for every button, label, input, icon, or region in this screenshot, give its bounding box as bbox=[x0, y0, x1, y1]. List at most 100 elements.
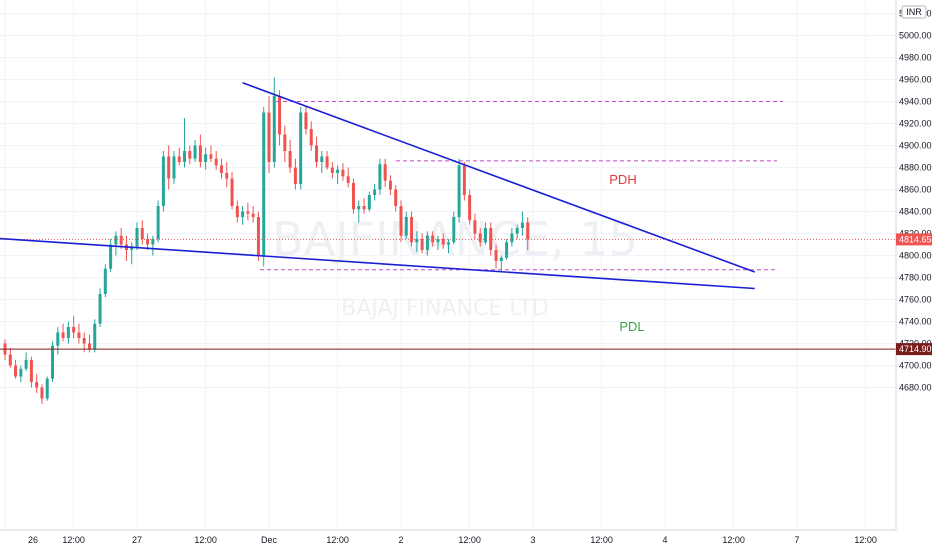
candle-body bbox=[489, 228, 493, 250]
candle-body bbox=[246, 211, 250, 214]
candle-body bbox=[404, 217, 408, 236]
candle-body bbox=[45, 378, 49, 399]
candle-body bbox=[526, 222, 530, 240]
candle-body bbox=[383, 164, 387, 181]
candle-body bbox=[388, 180, 392, 190]
y-tick-label: 4700.00 bbox=[899, 361, 932, 371]
price-axis[interactable]: 4680.004700.004720.004740.004760.004780.… bbox=[895, 0, 932, 550]
candle-body bbox=[399, 206, 403, 236]
candle-body bbox=[61, 332, 65, 338]
watermark-name: BAJAJ FINANCE LTD bbox=[341, 296, 549, 321]
candle-body bbox=[66, 327, 70, 338]
x-tick-label: 4 bbox=[662, 535, 667, 545]
candle-body bbox=[193, 145, 197, 159]
candle-body bbox=[146, 239, 150, 245]
y-tick-label: 4760.00 bbox=[899, 295, 932, 305]
candle-body bbox=[473, 220, 477, 234]
price-badge-label: 4814.65 bbox=[899, 234, 932, 244]
candle-body bbox=[494, 250, 498, 261]
lower-trendline[interactable] bbox=[0, 237, 755, 290]
candle-body bbox=[8, 354, 12, 366]
candle-body bbox=[235, 206, 239, 217]
candle-body bbox=[304, 112, 308, 129]
x-tick-label: Dec bbox=[261, 535, 278, 545]
drawings: PDH PDL bbox=[0, 82, 896, 350]
candle-body bbox=[156, 206, 160, 239]
candle-body bbox=[367, 195, 371, 210]
candle-body bbox=[415, 239, 419, 243]
x-tick-label: 12:00 bbox=[62, 535, 85, 545]
candle-body bbox=[373, 189, 377, 195]
pdl-label: PDL bbox=[619, 319, 644, 334]
x-tick-label: 27 bbox=[132, 535, 142, 545]
x-tick-label: 2 bbox=[398, 535, 403, 545]
candle-body bbox=[183, 151, 187, 162]
candle-body bbox=[119, 235, 123, 245]
candle-body bbox=[167, 156, 171, 179]
candle-body bbox=[256, 217, 260, 256]
candle-body bbox=[362, 206, 366, 210]
candle-body bbox=[299, 112, 303, 184]
x-tick-label: 7 bbox=[794, 535, 799, 545]
candle-body bbox=[230, 178, 234, 206]
candle-body bbox=[378, 164, 382, 190]
y-tick-label: 4840.00 bbox=[899, 207, 932, 217]
candle-body bbox=[114, 235, 118, 245]
candle-body bbox=[278, 96, 282, 135]
candle-body bbox=[283, 134, 287, 151]
candle-body bbox=[29, 360, 33, 382]
candle-body bbox=[447, 242, 451, 245]
candle-body bbox=[394, 189, 398, 206]
candle-body bbox=[336, 169, 340, 173]
y-tick-label: 4920.00 bbox=[899, 119, 932, 129]
x-tick-label: 12:00 bbox=[854, 535, 877, 545]
candle-body bbox=[425, 235, 429, 250]
candle-body bbox=[109, 244, 113, 269]
candle-body bbox=[351, 182, 355, 210]
candle-body bbox=[499, 257, 503, 261]
candle-body bbox=[24, 360, 28, 369]
candle-body bbox=[330, 167, 334, 173]
candle-body bbox=[72, 327, 76, 333]
pdh-label: PDH bbox=[609, 172, 636, 187]
candle-body bbox=[410, 217, 414, 243]
candle-body bbox=[346, 176, 350, 183]
y-tick-label: 4780.00 bbox=[899, 273, 932, 283]
y-tick-label: 4900.00 bbox=[899, 141, 932, 151]
candle-body bbox=[172, 156, 176, 179]
candle-body bbox=[510, 233, 514, 243]
candle-body bbox=[315, 145, 319, 162]
candle-body bbox=[225, 173, 229, 179]
currency-badge[interactable]: INR bbox=[901, 5, 927, 19]
y-tick-label: 4940.00 bbox=[899, 97, 932, 107]
y-tick-label: 4800.00 bbox=[899, 251, 932, 261]
currency-badge-label: INR bbox=[906, 7, 922, 17]
y-tick-label: 4960.00 bbox=[899, 75, 932, 85]
y-tick-label: 4860.00 bbox=[899, 185, 932, 195]
candle-body bbox=[441, 239, 445, 245]
candle-body bbox=[262, 112, 266, 256]
y-tick-label: 4680.00 bbox=[899, 383, 932, 393]
candle-body bbox=[357, 206, 361, 210]
candle-body bbox=[457, 165, 461, 217]
candle-body bbox=[161, 156, 165, 206]
price-badge bbox=[896, 233, 932, 246]
candle-body bbox=[436, 239, 440, 243]
candle-body bbox=[251, 213, 255, 217]
candle-body bbox=[14, 365, 18, 377]
upper-trendline[interactable] bbox=[242, 82, 756, 273]
candle-body bbox=[87, 343, 91, 349]
y-tick-label: 4880.00 bbox=[899, 163, 932, 173]
candle-body bbox=[219, 165, 223, 173]
candles bbox=[3, 77, 530, 404]
candle-body bbox=[82, 338, 86, 344]
candle-body bbox=[56, 332, 60, 346]
y-tick-label: 4980.00 bbox=[899, 53, 932, 63]
candle-body bbox=[341, 169, 345, 177]
candle-body bbox=[209, 154, 213, 159]
candle-body bbox=[468, 195, 472, 221]
x-tick-label: 12:00 bbox=[326, 535, 349, 545]
time-axis[interactable]: 26 12:00 27 12:00 Dec 12:00 2 12:00 3 12:00 4 12:00… bbox=[0, 529, 896, 550]
candle-body bbox=[325, 156, 329, 168]
